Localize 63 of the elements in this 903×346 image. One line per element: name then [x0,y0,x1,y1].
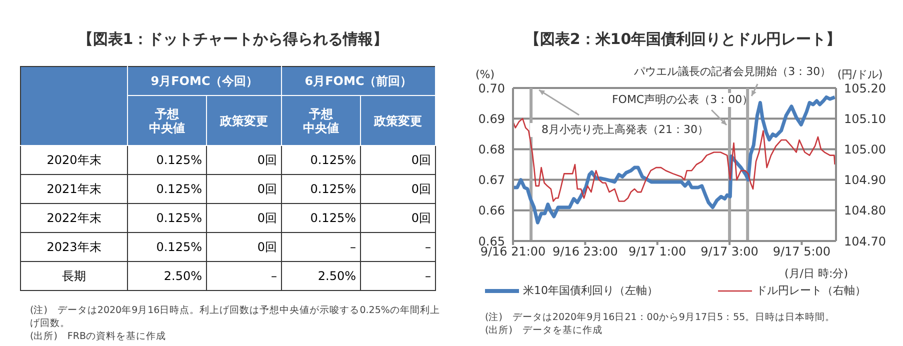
text: 6月FOMC（前回） [282,66,436,96]
x-tick-label: 9/16 23:00 [552,244,618,259]
y-tick-label: 長期 [20,262,128,290]
x-tick-label: 9/16 21:00 [480,244,546,259]
text: (出所) FRBの資料を基に作成 [30,330,167,343]
y2-tick-label: 105.10 [844,112,886,126]
y-tick-label: 2021年末 [20,174,128,204]
y-tick-label: 0.67 [478,173,505,188]
y2-tick-label: 104.70 [844,234,886,248]
line-series [513,95,836,224]
y2-tick-label: 105.20 [844,81,886,96]
data-label: 0.125% [128,146,206,174]
data-label: 0.125% [282,146,360,174]
legend-label: 米10年国債利回り（左軸） [523,283,658,298]
x-tick-label: 9/17 3:00 [700,244,758,259]
y-tick-label: 0.68 [478,142,505,156]
data-label: 0回 [206,146,282,174]
data-label: 0.125% [128,174,206,204]
text: – [350,240,356,254]
x-tick-label: 9/17 5:00 [772,244,831,259]
x-tick-label: 予想中央値 [282,96,360,146]
data-label: 0回 [206,204,282,232]
data-label: 0回 [360,146,436,174]
chart-title: 【図表2：米10年国債利回りとドル円レート】 [524,30,842,49]
x-tick-label: 予想中央値 [128,96,206,146]
y-tick-label: 2022年末 [20,204,128,232]
legend-label: ドル円レート（右軸） [756,283,866,298]
text: (注) データは2020年9月16日21：00から9月17日5：55。日時は日本時間。 [485,311,836,324]
y2-tick-label: 104.90 [844,173,886,188]
chart-title: 【図表1：ドットチャートから得られる情報】 [76,30,390,49]
data-label: 0回 [360,204,436,232]
ref-line-label: 8月小売り売上高発表（21：30） [542,123,709,136]
x-tick-label: 政策変更 [360,96,436,146]
text: 9月FOMC（今回） [128,66,282,96]
x-axis-title: (月/日 時:分) [784,267,848,280]
data-label: 0回 [360,174,436,204]
x-tick-label: 9/17 1:00 [628,244,686,259]
y-tick-label: 0.66 [478,204,505,218]
data-label: 0.125% [282,174,360,204]
y-axis-title: (%) [475,68,495,81]
text: (注) データは2020年9月16日時点。利上げ回数は予想中央値が示唆する0.25%の年間利上げ回数。 [30,304,441,330]
data-label: 2.50% [282,262,360,290]
y-tick-label: 2023年末 [20,232,128,262]
y2-tick-label: 104.80 [844,204,886,218]
data-label: 0.125% [128,232,206,262]
ref-line-label: FOMC声明の公表（3：00） [612,93,754,106]
data-label: 0回 [206,174,282,204]
data-label: 0.125% [282,204,360,232]
y2-tick-label: 105.00 [844,142,886,156]
x-tick-label: 政策変更 [206,96,282,146]
y-tick-label: 0.69 [478,112,505,126]
text: – [425,240,431,254]
y2-axis-title: (円/ドル) [837,68,883,81]
data-label: 0回 [206,232,282,262]
data-label: 2.50% [128,262,206,290]
line-series [513,118,836,202]
text: (出所) データを基に作成 [485,324,604,337]
data-label: 0.125% [128,204,206,232]
ref-line-label: パウエル議長の記者会見開始（3：30） [633,65,832,78]
text: – [271,269,277,283]
y-tick-label: 0.70 [478,81,505,96]
y-tick-label: 2020年末 [20,146,128,174]
text: – [425,269,431,283]
